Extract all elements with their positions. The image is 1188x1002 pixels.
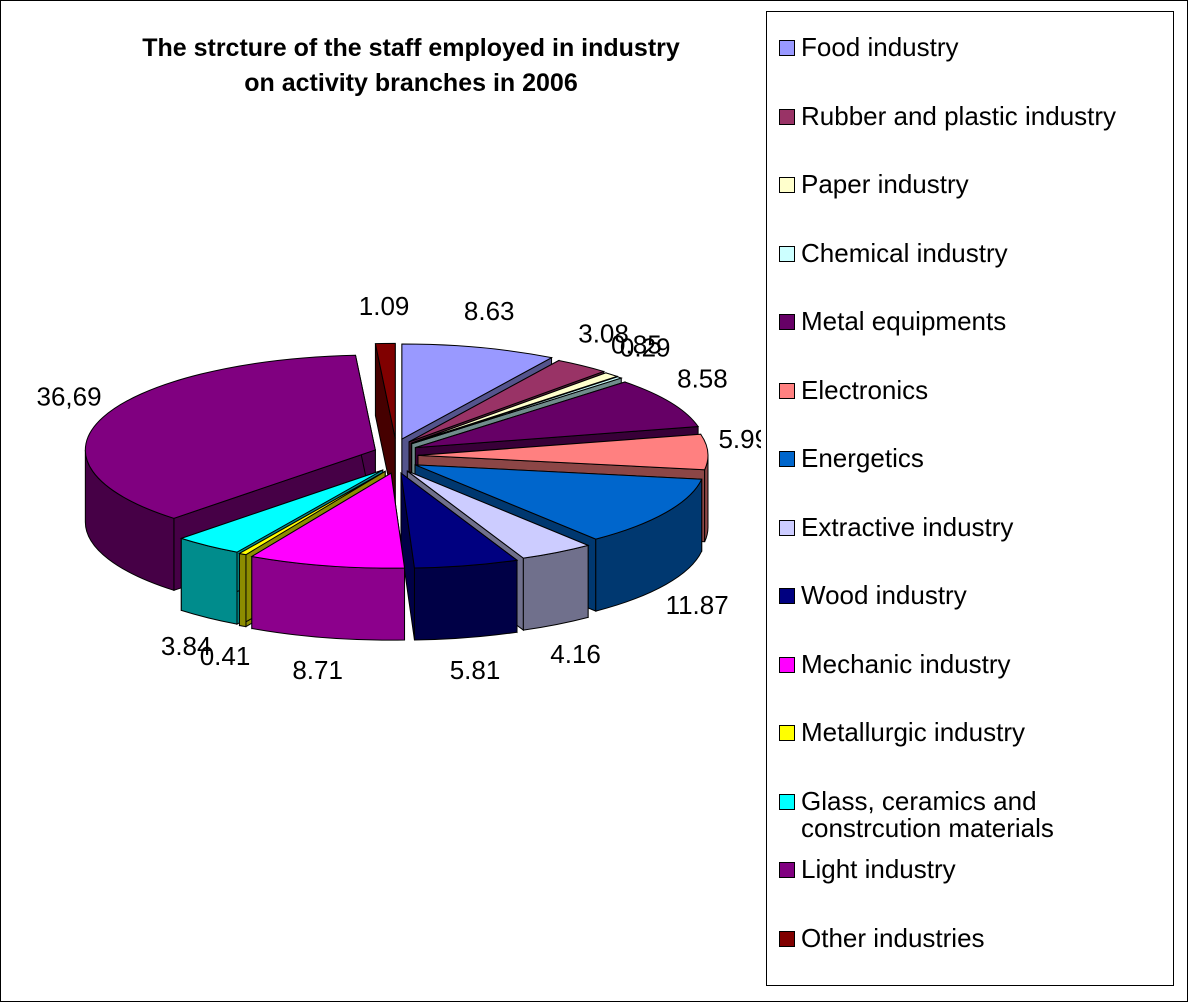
data-label: 3.84 (161, 631, 212, 661)
legend-label: Metal equipments (801, 306, 1007, 336)
slice-top (407, 470, 590, 559)
legend-swatch (779, 177, 795, 193)
legend-item: Light industry (779, 856, 1119, 883)
slice-wall (522, 544, 589, 631)
legend-swatch (779, 588, 795, 604)
legend-label: Chemical industry (801, 237, 1008, 268)
legend-label: Extractive industry (801, 511, 1014, 542)
data-label: 4.16 (550, 639, 601, 669)
legend-swatch (779, 451, 795, 467)
legend-swatch (779, 656, 795, 673)
legend: Food industry Rubber and plastic industry… (766, 11, 1174, 986)
slice-wall (413, 559, 518, 641)
slice-top (84, 354, 376, 519)
data-label: 5.99 (718, 424, 761, 454)
legend-swatch (779, 793, 795, 810)
legend-item: Other industries (779, 922, 1119, 953)
legend-label: Glass, ceramics and constrcution materia… (801, 785, 1054, 843)
legend-label: Paper industry (801, 169, 969, 199)
data-label: 8.71 (292, 655, 343, 685)
slice-top (179, 469, 383, 553)
slice-top (374, 342, 396, 439)
slice-top (411, 376, 623, 445)
pie-area: 8.63 3.080.850.298.58 5.99 11.87 4.16 5.81 8.7… (37, 291, 761, 685)
legend-swatch (779, 382, 795, 399)
slice-top (417, 433, 709, 471)
legend-item: Food industry (779, 34, 1119, 61)
slice (400, 472, 519, 641)
legend-label: Wood industry (801, 580, 967, 610)
legend-item: Chemical industry (779, 237, 1119, 268)
legend-item: Wood industry (779, 582, 1119, 609)
slice-top (408, 359, 606, 443)
slice-wall (251, 555, 406, 641)
legend-item: Electronics (779, 374, 1119, 405)
legend-swatch (779, 245, 795, 262)
legend-item: Extractive industry (779, 511, 1119, 542)
slice-wall (238, 552, 247, 628)
data-label: 11.87 (666, 590, 729, 620)
legend-label: Food industry (801, 32, 959, 62)
legend-swatch (779, 519, 795, 536)
legend-label: Other industries (801, 922, 985, 953)
slice (374, 342, 396, 511)
slice (250, 472, 406, 641)
legend-swatch (779, 930, 795, 947)
slice-top (250, 472, 406, 569)
slice-top (414, 464, 703, 540)
data-label: 8.58 (677, 364, 728, 394)
legend-swatch (779, 108, 795, 125)
chart-title: The strcture of the staff employed in in… (142, 34, 680, 97)
legend-item: Metal equipments (779, 308, 1119, 335)
legend-swatch (779, 40, 795, 56)
legend-label: Electronics (801, 374, 929, 405)
data-label: 1.09 (359, 291, 410, 321)
legend-label: Rubber and plastic industry (801, 100, 1117, 131)
legend-swatch (779, 862, 795, 878)
legend-item: Metallurgic industry (779, 719, 1119, 746)
legend-item: Glass, ceramics and constrcution materia… (779, 785, 1119, 843)
legend-item: Rubber and plastic industry (779, 100, 1119, 131)
data-label: 0.85 (611, 329, 662, 359)
legend-label: Metallurgic industry (801, 717, 1025, 747)
legend-swatch (779, 725, 795, 741)
legend-item: Energetics (779, 445, 1119, 472)
legend-item: Mechanic industry (779, 648, 1119, 679)
slice-top (415, 381, 700, 449)
data-label: 8.63 (464, 296, 515, 326)
legend-swatch (779, 314, 795, 330)
slice-top (238, 470, 386, 556)
data-label: 3.08 (578, 318, 629, 348)
slice-wall (180, 537, 238, 625)
legend-label: Energetics (801, 443, 924, 473)
data-label: 0.41 (200, 641, 251, 671)
slice-top (411, 372, 619, 444)
data-label: 0.29 (620, 333, 671, 363)
slice-top (400, 472, 519, 569)
legend-item: Paper industry (779, 171, 1119, 198)
slice-top (401, 343, 554, 440)
data-label: 36,69 (37, 382, 102, 412)
data-label: 5.81 (450, 655, 501, 685)
legend-label: Mechanic industry (801, 648, 1011, 679)
legend-label: Light industry (801, 854, 956, 884)
